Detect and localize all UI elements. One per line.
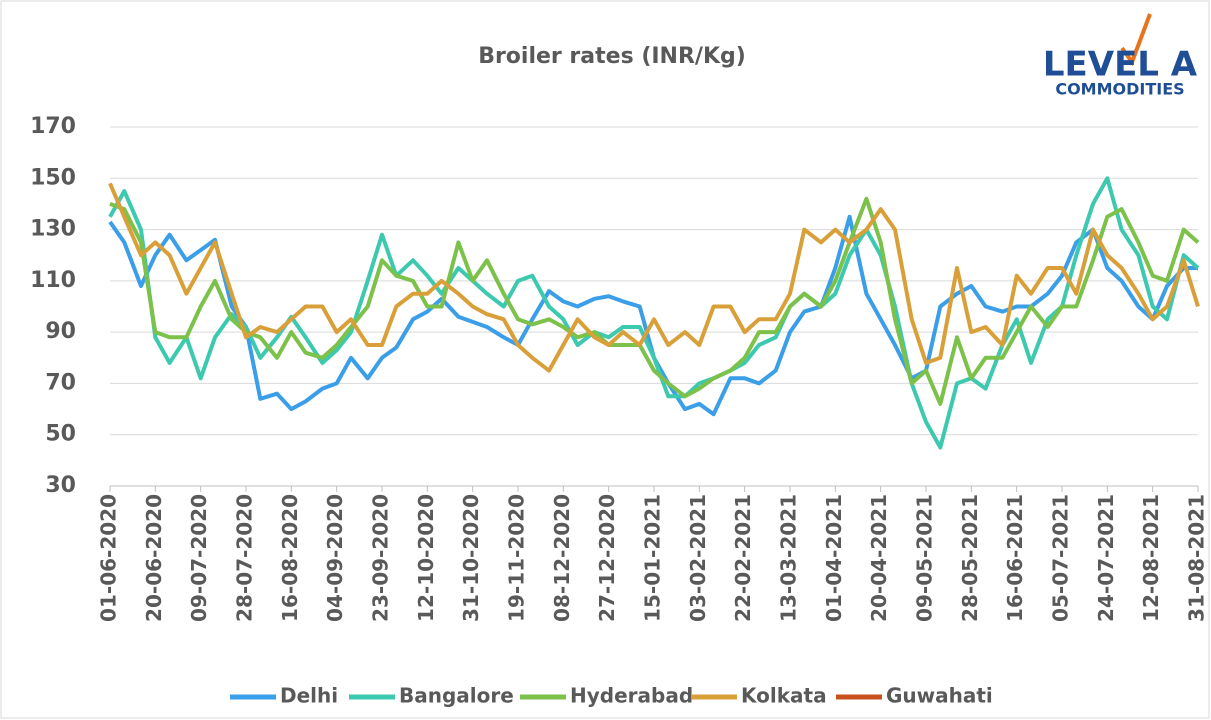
series-line: [109, 196, 1200, 406]
legend: Delhi Bangalore Hyderabad Kolkata Guwahati: [230, 684, 993, 708]
x-tick-label: 28-07-2020: [233, 494, 257, 622]
x-tick-label: 01-04-2021: [822, 494, 846, 622]
series-line: [108, 182, 1200, 373]
y-tick-label: 110: [30, 268, 76, 293]
x-tick-label: 12-08-2021: [1139, 494, 1163, 622]
x-tick-label: 13-03-2021: [777, 494, 801, 622]
legend-label: Bangalore: [399, 684, 514, 708]
x-tick-label: 15-01-2021: [641, 494, 665, 622]
x-tick-label: 31-10-2020: [459, 494, 483, 622]
y-tick-label: 50: [45, 422, 76, 447]
x-tick-label: 23-09-2020: [369, 494, 393, 622]
x-tick-label: 09-05-2021: [913, 494, 937, 622]
x-tick-label: 20-06-2020: [142, 494, 166, 622]
legend-label: Kolkata: [741, 684, 827, 708]
x-tick-label: 05-07-2021: [1049, 494, 1073, 622]
x-tick-label: 08-12-2020: [550, 494, 574, 622]
x-tick-label: 16-06-2021: [1003, 494, 1027, 622]
x-tick-label: 31-08-2021: [1185, 494, 1209, 622]
logo-check: [1120, 13, 1152, 67]
x-tick-label: 27-12-2020: [595, 494, 619, 622]
x-tick-label: 22-02-2021: [731, 494, 755, 622]
x-tick-label: 01-06-2020: [97, 494, 121, 622]
x-tick-label: 28-05-2021: [958, 494, 982, 622]
x-tick-label: 12-10-2020: [414, 494, 438, 622]
legend-label: Hyderabad: [570, 684, 693, 708]
y-tick-label: 150: [30, 165, 76, 190]
x-tick-label: 04-09-2020: [323, 494, 347, 622]
logo-subtext: COMMODITIES: [1055, 80, 1184, 99]
y-tick-label: 170: [30, 114, 76, 139]
x-tick-label: 20-04-2021: [867, 494, 891, 622]
y-tick-label: 90: [45, 319, 76, 344]
legend-label: Guwahati: [886, 684, 993, 708]
y-tick-label: 130: [30, 217, 76, 242]
x-tick-label: 19-11-2020: [505, 494, 529, 622]
x-tick-label: 16-08-2020: [278, 494, 302, 622]
logo: LEVEL A COMMODITIES: [1043, 13, 1198, 99]
x-tick-label: 24-07-2021: [1094, 494, 1118, 622]
logo-text: LEVEL A: [1043, 45, 1198, 85]
x-tick-label: 09-07-2020: [187, 494, 211, 622]
legend-label: Delhi: [280, 684, 338, 708]
y-tick-label: 70: [45, 370, 76, 395]
chart-title: Broiler rates (INR/Kg): [478, 44, 746, 69]
y-tick-label: 30: [45, 473, 76, 498]
x-tick-label: 03-02-2021: [686, 494, 710, 622]
